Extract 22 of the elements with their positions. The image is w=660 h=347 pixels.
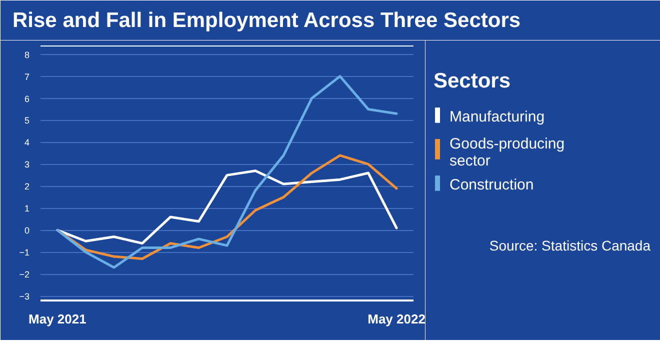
y-tick-label: −2 bbox=[19, 270, 30, 280]
y-tick-label: −3 bbox=[19, 292, 30, 302]
y-tick-label: 0 bbox=[24, 226, 30, 236]
y-tick-label: 5 bbox=[24, 116, 30, 126]
y-tick-label: 1 bbox=[24, 204, 30, 214]
legend-title: Sectors bbox=[434, 70, 511, 93]
y-tick-label: 8 bbox=[24, 50, 30, 60]
line-series bbox=[56, 75, 398, 269]
y-tick-label: 3 bbox=[24, 160, 30, 170]
chart-title: Rise and Fall in Employment Across Three Sectors bbox=[12, 9, 521, 32]
x-tick-label: May 2021 bbox=[28, 312, 86, 326]
y-tick-label: 2 bbox=[24, 182, 30, 192]
legend-label: Manufacturing bbox=[450, 108, 545, 126]
source-note: Source: Statistics Canada bbox=[489, 237, 651, 254]
x-tick-label: May 2022 bbox=[368, 312, 426, 326]
legend-label: Goods-producing sector bbox=[450, 136, 565, 170]
y-tick-label: −1 bbox=[19, 248, 30, 258]
line-series bbox=[56, 170, 398, 245]
y-tick-label: 6 bbox=[24, 94, 30, 104]
y-tick-label: 7 bbox=[24, 72, 30, 82]
y-tick-label: 4 bbox=[24, 138, 30, 148]
legend-label: Construction bbox=[450, 176, 534, 194]
